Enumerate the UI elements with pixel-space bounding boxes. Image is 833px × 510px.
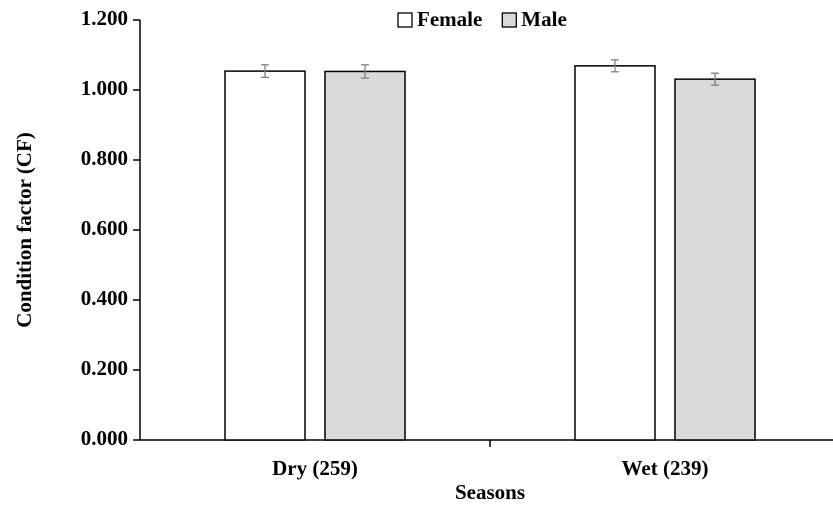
x-axis-label: Seasons [455, 480, 525, 504]
bar [574, 65, 656, 441]
legend-label: Female [417, 7, 482, 31]
error-bar [611, 59, 619, 73]
y-tick-label: 0.600 [81, 216, 128, 240]
error-bar [361, 64, 369, 79]
y-tick-label: 1.200 [81, 6, 128, 30]
x-tick-label: Dry (259) [272, 456, 358, 480]
bar [674, 78, 756, 441]
x-tick-label: Wet (239) [622, 456, 709, 480]
y-tick-label: 0.000 [81, 426, 128, 450]
legend-label: Male [521, 7, 566, 31]
y-tick-label: 0.200 [81, 356, 128, 380]
y-axis-label: Condition factor (CF) [12, 132, 36, 328]
legend-swatch [501, 12, 517, 28]
y-tick-label: 1.000 [81, 76, 128, 100]
legend-swatch [397, 12, 413, 28]
error-bar [261, 64, 269, 79]
y-tick-label: 0.800 [81, 146, 128, 170]
bar [224, 70, 306, 441]
y-tick-label: 0.400 [81, 286, 128, 310]
bar [324, 70, 406, 441]
error-bar [711, 72, 719, 86]
